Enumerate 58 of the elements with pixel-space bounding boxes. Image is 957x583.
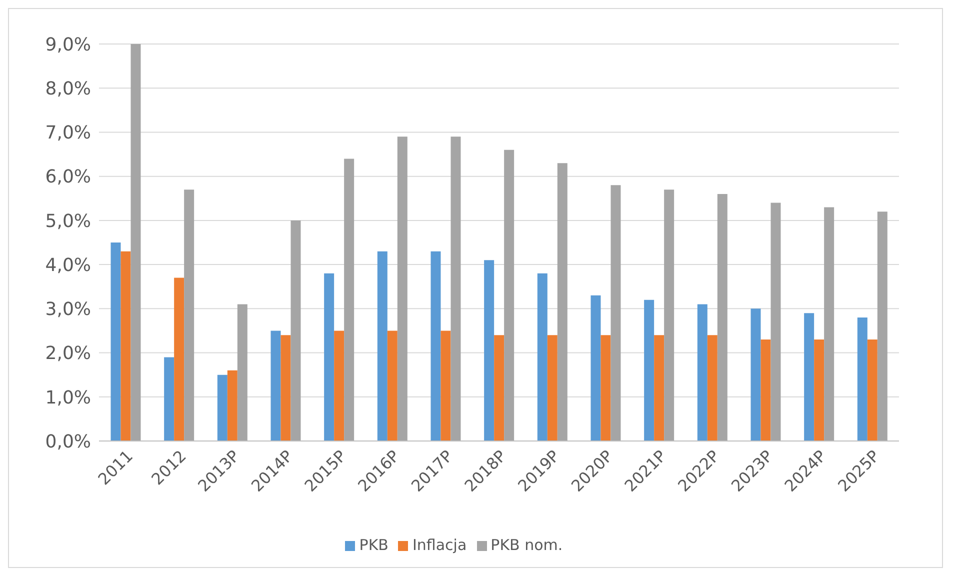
legend-label: PKB nom. — [490, 536, 563, 554]
bar — [760, 340, 771, 441]
y-tick-label: 0,0% — [45, 431, 91, 452]
bar — [387, 330, 398, 441]
bar — [110, 242, 121, 441]
bar — [237, 304, 248, 441]
bar — [184, 190, 194, 441]
bar — [377, 251, 388, 441]
bar — [270, 330, 281, 441]
bar — [164, 357, 174, 441]
y-tick-label: 7,0% — [45, 122, 91, 144]
bar — [494, 335, 504, 441]
y-tick-label: 5,0% — [45, 210, 91, 232]
bar — [440, 330, 451, 441]
bar — [130, 44, 141, 441]
legend-label: Inflacja — [412, 536, 467, 554]
y-tick-label: 8,0% — [45, 78, 91, 100]
bar — [600, 335, 611, 441]
bar — [707, 335, 718, 441]
legend-label: PKB — [359, 536, 388, 554]
bar — [717, 194, 728, 441]
bar — [867, 340, 878, 441]
bar — [547, 335, 558, 441]
bar — [217, 374, 228, 441]
bar — [824, 207, 834, 441]
bar — [324, 273, 334, 441]
bar — [610, 185, 621, 441]
y-tick-label: 9,0% — [45, 34, 91, 56]
bar — [484, 260, 494, 441]
bar — [174, 278, 184, 441]
bar — [804, 313, 814, 441]
bar — [814, 340, 824, 441]
y-tick-label: 4,0% — [45, 254, 91, 276]
bar — [227, 370, 238, 441]
bar — [877, 212, 888, 441]
bar — [430, 251, 441, 441]
bar — [537, 273, 548, 441]
bar — [290, 220, 301, 441]
bar — [770, 202, 781, 441]
bar — [397, 136, 408, 441]
y-tick-label: 2,0% — [45, 343, 91, 364]
y-tick-label: 3,0% — [45, 299, 91, 320]
bar — [344, 158, 354, 441]
bar — [334, 330, 344, 441]
bar — [557, 163, 568, 441]
bar — [697, 304, 708, 441]
bar — [857, 317, 868, 441]
y-tick-label: 6,0% — [45, 166, 91, 188]
bar — [664, 190, 674, 441]
bar — [644, 300, 654, 441]
y-tick-label: 1,0% — [45, 387, 91, 408]
bar — [120, 251, 131, 441]
bar — [504, 150, 514, 441]
bar — [590, 295, 601, 441]
bar — [450, 136, 461, 441]
bar — [280, 335, 291, 441]
bar — [654, 335, 664, 441]
bar — [750, 308, 761, 441]
